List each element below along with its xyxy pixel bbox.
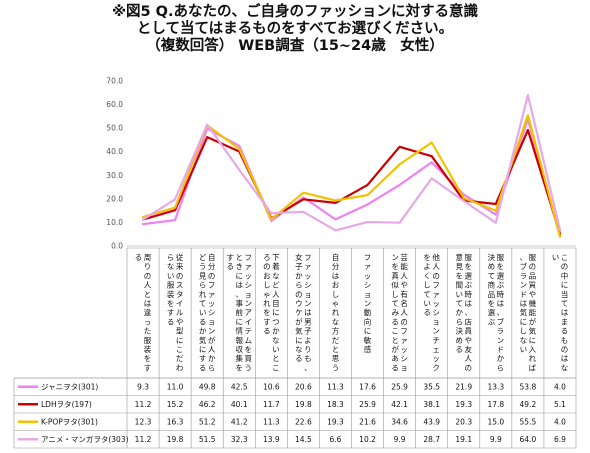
data-value: 6.9 [554, 435, 566, 444]
data-value: 53.8 [520, 382, 537, 391]
data-value: 19.1 [455, 435, 472, 444]
data-value: 64.0 [520, 435, 537, 444]
data-value: 34.6 [391, 417, 408, 426]
data-value: 13.9 [263, 435, 280, 444]
data-value: 35.5 [423, 382, 440, 391]
data-value: 49.8 [199, 382, 216, 391]
category-label: 自分のファッションが人からどう見られているか気にする [199, 252, 216, 372]
data-value: 11.3 [263, 417, 280, 426]
y-tick-label: 70.0 [106, 77, 123, 86]
data-value: 17.6 [359, 382, 376, 391]
category-label: ファッション動向に敏感 [364, 253, 372, 354]
legend-label: ジャニヲタ(301) [41, 382, 98, 391]
data-value: 19.8 [167, 435, 184, 444]
data-value: 11.2 [135, 400, 152, 409]
data-value: 6.6 [329, 435, 341, 444]
data-value: 11.3 [327, 382, 344, 391]
y-tick-label: 40.0 [106, 147, 123, 156]
legend-label: LDHヲタ(197) [41, 400, 92, 409]
data-value: 9.9 [490, 435, 502, 444]
data-value: 22.6 [295, 417, 312, 426]
category-label: 服を選ぶ時は、店員や友人の意見を聞いてから決める [456, 252, 473, 372]
data-value: 4.0 [554, 417, 566, 426]
y-tick-label: 0.0 [111, 242, 123, 251]
data-value: 51.2 [199, 417, 216, 426]
y-tick-label: 30.0 [106, 171, 123, 180]
data-value: 5.1 [554, 400, 566, 409]
data-value: 16.3 [167, 417, 184, 426]
legend-label: K-POPヲタ(301) [41, 417, 98, 426]
category-label: 服の品質や機能が気に入れば、ブランドは気にしない [520, 253, 537, 372]
data-value: 9.9 [394, 435, 406, 444]
data-value: 19.3 [327, 417, 344, 426]
data-value: 20.3 [455, 417, 472, 426]
category-label: 服を選ぶ時は、ブランドから決めて商品を選ぶ [488, 252, 505, 372]
series-line [141, 93, 562, 232]
data-value: 4.0 [554, 382, 566, 391]
data-value: 17.8 [487, 400, 504, 409]
data-value: 19.3 [455, 400, 472, 409]
title-line-2: として当てはまるものをすべてお選びください。 [136, 21, 454, 37]
data-value: 21.6 [359, 417, 376, 426]
data-value: 15.2 [167, 400, 184, 409]
y-tick-label: 10.0 [106, 218, 123, 227]
data-value: 11.2 [135, 435, 152, 444]
data-value: 32.3 [231, 435, 248, 444]
category-label: この中に当てはまるものはない [552, 253, 569, 372]
data-value: 12.3 [135, 417, 152, 426]
data-value: 46.2 [199, 400, 216, 409]
data-value: 15.0 [487, 417, 504, 426]
data-value: 42.5 [231, 382, 248, 391]
data-value: 51.5 [199, 435, 216, 444]
data-value: 21.9 [455, 382, 472, 391]
data-value: 49.2 [520, 400, 537, 409]
data-value: 55.5 [520, 417, 537, 426]
data-value: 20.6 [295, 382, 312, 391]
data-value: 10.2 [359, 435, 376, 444]
category-label: ファッションは男子よりも、女子からのウケが気になる [295, 252, 312, 372]
data-value: 41.2 [231, 417, 248, 426]
data-value: 19.8 [295, 400, 312, 409]
data-value: 28.7 [423, 435, 440, 444]
chart-title: ※図5 Q.あなたの、ご自身のファッションに対する意識 として当てはまるものをす… [0, 4, 590, 55]
category-label: 芸能人や有名人のファッションを真似してみることがある [391, 252, 408, 372]
data-value: 9.3 [137, 382, 149, 391]
category-label: 下着など人目につかないところのおしゃれをする [263, 253, 280, 372]
category-label: ファッションアイテムを買うときには、事前に情報収集をする [227, 253, 253, 372]
series-line [141, 128, 562, 236]
y-tick-label: 20.0 [106, 194, 123, 203]
data-value: 38.1 [423, 400, 440, 409]
category-label: 周りの人とは違った服装をする [135, 253, 152, 372]
data-value: 13.3 [487, 382, 504, 391]
data-value: 11.0 [167, 382, 184, 391]
legend-label: アニメ・マンガヲタ(303) [41, 434, 129, 444]
data-value: 25.9 [359, 400, 376, 409]
data-value: 14.5 [295, 435, 312, 444]
y-tick-label: 50.0 [106, 124, 123, 133]
data-value: 18.3 [327, 400, 344, 409]
title-line-1: ※図5 Q.あなたの、ご自身のファッションに対する意識 [111, 4, 479, 20]
data-value: 10.6 [263, 382, 280, 391]
category-label: 自分はおしゃれな方だと思う [332, 252, 340, 372]
data-value: 25.9 [391, 382, 408, 391]
title-line-3: （複数回答） WEB調査（15~24歳 女性） [146, 38, 444, 54]
series-line [141, 114, 562, 238]
data-value: 42.1 [391, 400, 408, 409]
category-label: 従来のスタイルや型にこだわらない服装をする [167, 252, 184, 372]
data-value: 11.7 [263, 400, 280, 409]
y-tick-label: 60.0 [106, 100, 123, 109]
data-value: 43.9 [423, 417, 440, 426]
data-value: 40.1 [231, 400, 248, 409]
category-label: 他人のファッションチェックをよくしている [423, 252, 440, 372]
